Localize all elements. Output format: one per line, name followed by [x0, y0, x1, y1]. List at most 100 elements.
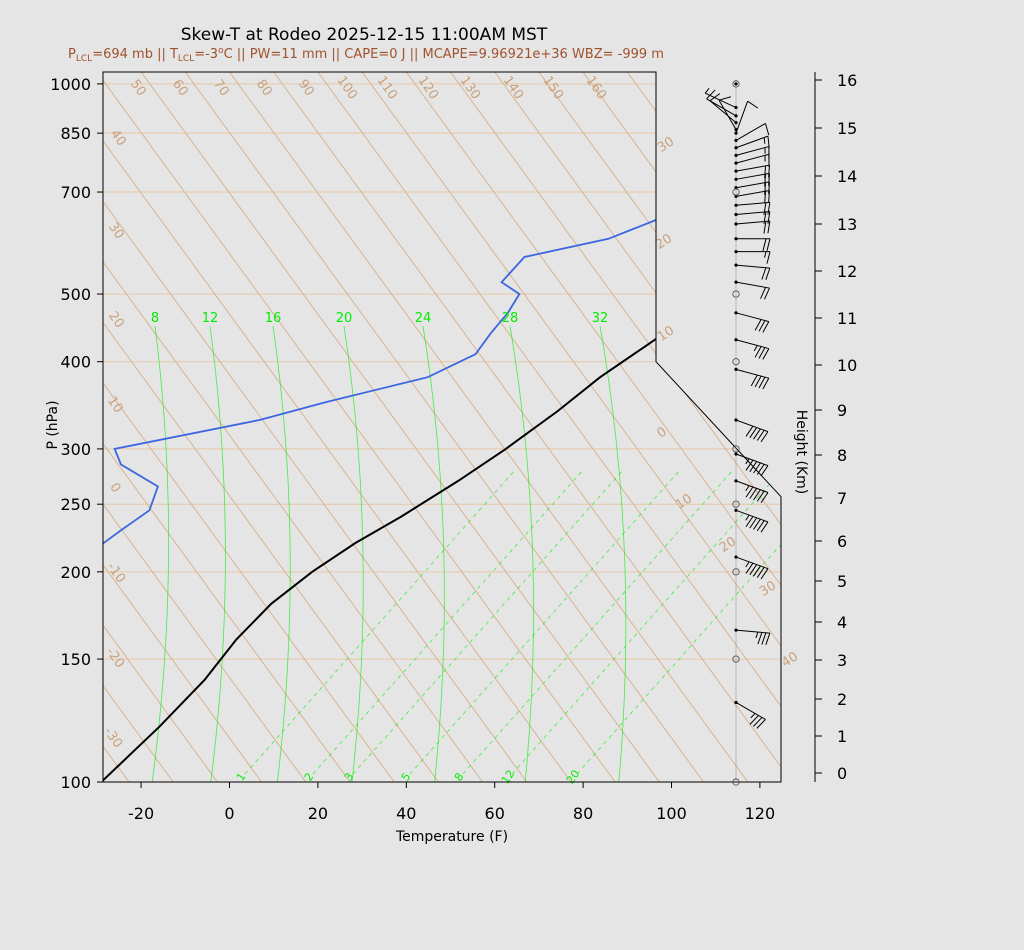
- wind-barb-feather: [760, 568, 769, 580]
- wind-barb-feather: [756, 567, 765, 578]
- mixing-ratio-line: [509, 325, 534, 782]
- y-tick-label: 300: [60, 440, 91, 459]
- wind-barb-feather: [753, 428, 761, 440]
- isotherm-line: [103, 72, 130, 782]
- wind-barb-feather: [760, 465, 769, 477]
- wind-barb-feather: [757, 632, 763, 645]
- wind-barb-feather: [768, 165, 770, 178]
- wind-barb-staff: [735, 153, 769, 164]
- wind-barb-feather: [754, 375, 762, 388]
- wind-barb-half-feather: [764, 251, 767, 258]
- wind-barb-staff: [735, 480, 769, 493]
- isotherm-label: 90: [295, 77, 317, 99]
- wind-barb-feather: [760, 287, 767, 299]
- wind-barb-feather: [768, 190, 770, 203]
- y-tick-label: 250: [60, 495, 91, 514]
- wind-barb-staff: [709, 100, 737, 124]
- wind-barb-feather: [756, 430, 765, 441]
- subtitle-lcl-sub2: LCL: [178, 54, 194, 64]
- height-axis-label: Height (Km): [793, 410, 809, 494]
- wind-barb-staff: [735, 101, 749, 134]
- x-tick-label: 60: [485, 804, 505, 823]
- isotherm-label: 160: [583, 74, 610, 103]
- wind-barb-feather: [765, 267, 771, 280]
- isotherm-line: [103, 72, 174, 782]
- mixing-ratio-dashed: [462, 469, 734, 775]
- isotherm-line: [103, 72, 439, 782]
- barb-calm-circle: [732, 655, 740, 663]
- wind-barb-half-feather: [763, 137, 766, 144]
- barb-calm-circle: [732, 80, 740, 88]
- wind-barb-half-feather: [750, 713, 756, 719]
- wind-barb-half-feather: [753, 345, 758, 352]
- wind-barb-staff: [735, 146, 769, 156]
- isotherm-line: [140, 72, 660, 782]
- isobar-grid: [103, 83, 781, 782]
- x-tick-label: 120: [745, 804, 776, 823]
- wind-barb-feather: [749, 427, 758, 439]
- wind-barb-feather: [767, 220, 771, 234]
- mixing-ratio-dashed: [409, 469, 681, 775]
- wind-barb-feather: [766, 251, 771, 264]
- wind-barb-feather: [754, 346, 762, 358]
- mixing-ratio-line: [151, 325, 170, 782]
- wind-barb-staff: [735, 181, 770, 189]
- isotherm-line: [103, 72, 218, 782]
- wind-barb-half-feather: [704, 88, 710, 94]
- y-tick-label: 700: [60, 183, 91, 202]
- isotherm-label: -30: [101, 725, 125, 751]
- sounding-series: [103, 125, 781, 782]
- wind-barb-staff: [735, 702, 766, 720]
- wind-barb-feather: [764, 165, 767, 179]
- wind-barb-feather: [758, 347, 766, 359]
- temperature-line: [103, 125, 781, 782]
- isotherm-line: [848, 72, 1024, 782]
- mixing-ratio-label: 20: [564, 768, 583, 787]
- mixing-ratio-label: 24: [415, 311, 432, 326]
- wind-barb-feather: [745, 516, 754, 528]
- isotherm-line: [981, 72, 1024, 782]
- wind-barb-staff: [735, 164, 770, 172]
- y-tick-label: 500: [60, 285, 91, 304]
- mixing-ratio-line: [422, 325, 445, 782]
- isotherm-grid: [103, 72, 1024, 782]
- wind-barb-feather: [760, 492, 769, 504]
- wind-barb-feather: [745, 562, 754, 574]
- isotherm-label: 10: [673, 491, 695, 513]
- wind-barb-staff: [735, 453, 769, 467]
- x-tick-label: 80: [573, 804, 593, 823]
- x-tick-label: 100: [656, 804, 687, 823]
- isotherm-line: [715, 72, 781, 782]
- wind-barb-staff: [735, 201, 770, 206]
- wind-barb-feather: [753, 565, 761, 577]
- wind-barb-staff: [735, 220, 770, 225]
- wind-barb-staff: [735, 629, 770, 634]
- isotherm-line: [626, 72, 781, 782]
- wind-barb-feather: [758, 320, 766, 332]
- wind-barb-feather: [756, 520, 765, 532]
- barb-calm-circle: [732, 290, 740, 298]
- chart-title: Skew-T at Rodeo 2025-12-15 11:00AM MST: [181, 25, 548, 45]
- x-tick-label: -20: [128, 804, 154, 823]
- wind-barb-feather: [765, 632, 771, 645]
- wind-barb-staff: [735, 172, 770, 180]
- mixing-ratio-label: 12: [499, 768, 518, 787]
- isotherm-line: [103, 72, 395, 782]
- wind-barb-feather: [763, 211, 767, 225]
- wind-barb-staff: [735, 339, 769, 350]
- isotherm-line: [103, 72, 263, 782]
- isotherm-line: [103, 72, 572, 782]
- subtitle-mid1: =694 mb || T: [92, 47, 178, 62]
- isotherm-label: 40: [779, 649, 801, 671]
- height-tick-label: 13: [837, 215, 857, 234]
- isotherm-label: 110: [374, 74, 401, 103]
- mixing-ratio-dashed: [244, 469, 516, 775]
- wind-barb-half-feather: [755, 631, 759, 639]
- wind-barb-feather: [747, 100, 759, 109]
- wind-barb-half-feather: [745, 485, 750, 492]
- wind-barb-feather: [749, 715, 759, 725]
- isotherm-label: 10: [655, 323, 677, 345]
- mixing-ratio-labels: 8 12 16 20 24 28 321 2 3 5 8 12 20: [151, 311, 608, 786]
- height-tick-label: 8: [837, 446, 847, 465]
